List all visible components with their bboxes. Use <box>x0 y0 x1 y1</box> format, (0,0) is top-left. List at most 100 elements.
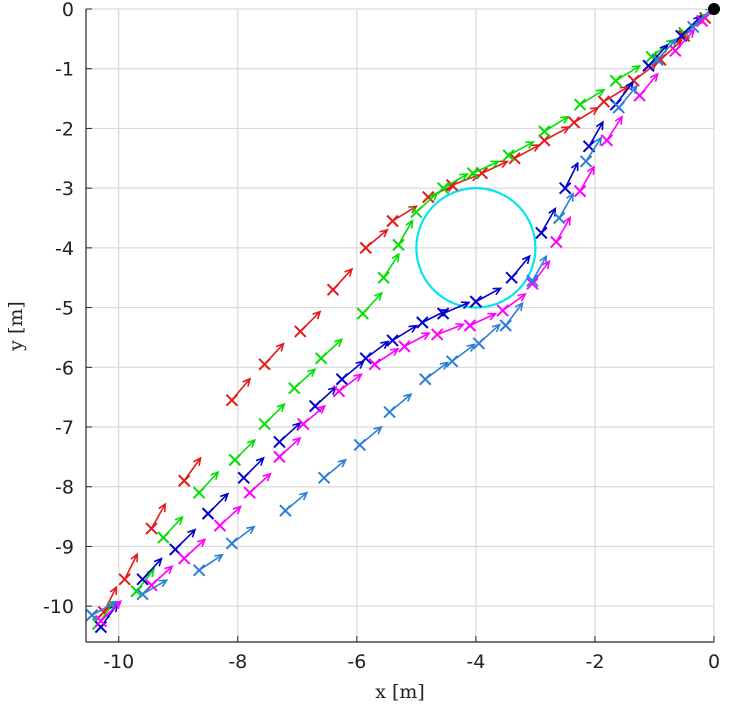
cross-marker <box>422 190 435 204</box>
arrow-head <box>333 338 344 348</box>
arrow-head <box>109 585 118 596</box>
cross-marker <box>326 283 340 296</box>
heading-arrow <box>615 65 641 82</box>
arrow-head <box>717 0 725 6</box>
cross-marker <box>294 325 307 338</box>
arrow-head <box>246 438 256 448</box>
arrow-head <box>631 65 642 74</box>
arrow-head <box>593 136 603 146</box>
cross-marker <box>392 238 405 252</box>
cross-marker <box>526 274 539 287</box>
arrow-head <box>307 368 317 378</box>
cross-marker <box>353 438 367 452</box>
arrow-head <box>246 525 256 535</box>
y-tick-label: -3 <box>55 178 74 200</box>
heading-arrow <box>579 89 605 106</box>
cross-marker <box>419 373 432 386</box>
cross-marker <box>436 181 450 195</box>
cross-marker <box>463 319 477 332</box>
y-tick-label: -4 <box>55 238 74 260</box>
heading-arrow <box>543 116 569 133</box>
cross-marker <box>383 405 396 419</box>
heading-arrow <box>573 107 599 124</box>
arrow-head <box>563 215 572 226</box>
heading-arrow <box>540 208 556 234</box>
obstacle-circle <box>415 187 537 309</box>
cross-marker <box>597 95 611 108</box>
arrow-head <box>164 565 174 575</box>
arrow-head <box>455 322 466 331</box>
cross-marker <box>332 384 346 398</box>
heading-arrow <box>564 162 579 189</box>
arrow-head <box>373 425 383 435</box>
heading-arrow <box>397 220 414 246</box>
cross-marker <box>225 537 239 550</box>
cross-marker <box>550 235 563 249</box>
arrow-head <box>668 37 678 47</box>
arrow-head <box>312 310 322 320</box>
arrow-head <box>487 312 498 321</box>
cross-marker <box>335 373 349 386</box>
cross-marker <box>377 271 390 284</box>
cross-marker <box>499 319 512 332</box>
heading-arrow <box>436 323 464 336</box>
y-tick-label: -9 <box>55 536 74 558</box>
cross-marker <box>86 608 99 622</box>
cross-marker <box>288 381 301 395</box>
cross-marker <box>505 271 518 284</box>
arrow-head <box>514 301 524 312</box>
arrow-head <box>158 579 169 588</box>
obstacle-layer <box>415 187 537 309</box>
trajectory-series <box>91 13 707 631</box>
arrow-head <box>586 165 595 175</box>
cross-marker <box>567 116 581 129</box>
cross-marker <box>178 552 191 565</box>
cross-marker <box>145 522 158 535</box>
heading-arrow <box>91 601 117 616</box>
heading-arrow <box>481 160 508 174</box>
y-tick-label: -8 <box>55 477 74 499</box>
x-tick-label: -4 <box>466 651 485 673</box>
cross-marker <box>356 307 370 320</box>
arrow-head <box>292 436 302 446</box>
heading-arrow <box>588 121 604 147</box>
arrow-head <box>439 361 450 370</box>
heading-arrow <box>555 217 571 243</box>
arrow-head <box>389 347 400 357</box>
y-tick-label: -5 <box>55 298 74 320</box>
cross-marker <box>416 316 429 329</box>
grid <box>86 8 715 642</box>
cross-marker <box>651 53 664 66</box>
cross-marker <box>94 614 108 628</box>
arrow-head <box>499 160 509 169</box>
goal-marker <box>708 3 720 15</box>
axes <box>85 9 714 643</box>
arrow-head <box>242 377 252 387</box>
cross-marker <box>472 337 486 350</box>
cross-marker <box>213 519 227 532</box>
cross-marker <box>273 450 286 464</box>
arrow-head <box>521 254 531 265</box>
arrow-head <box>408 324 418 333</box>
cross-marker <box>398 340 411 353</box>
cross-marker <box>178 474 191 487</box>
y-tick-label: -1 <box>55 59 74 81</box>
arrow-head <box>130 552 139 563</box>
x-axis-label: x [m] <box>375 681 425 703</box>
cross-marker <box>508 152 521 165</box>
heading-arrow <box>469 313 496 327</box>
arrow-head <box>595 88 606 98</box>
cross-marker <box>136 588 149 601</box>
cross-marker <box>475 167 489 180</box>
trajectory-series <box>86 9 714 622</box>
cross-marker <box>600 134 614 147</box>
cross-marker <box>157 531 170 544</box>
cross-marker <box>654 53 667 66</box>
arrow-head <box>570 161 579 172</box>
cross-marker <box>386 214 399 228</box>
arrow-head <box>470 173 480 182</box>
y-tick-label: -7 <box>55 417 74 439</box>
cross-marker <box>410 205 423 219</box>
cross-marker <box>535 226 548 240</box>
goal-layer <box>708 3 720 15</box>
